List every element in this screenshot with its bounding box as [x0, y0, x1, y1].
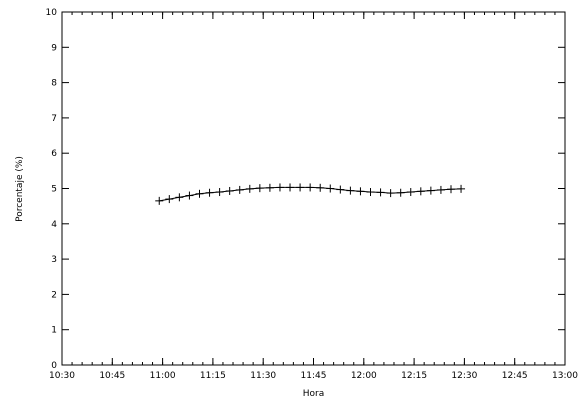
- data-point: [245, 184, 254, 193]
- data-point: [275, 183, 284, 192]
- data-point: [457, 184, 466, 193]
- data-point: [426, 186, 435, 195]
- data-point: [255, 184, 264, 193]
- x-tick-label: 12:30: [451, 371, 477, 381]
- data-point: [306, 183, 315, 192]
- data-point: [296, 183, 305, 192]
- data-point: [265, 183, 274, 192]
- x-axis-label: Hora: [303, 389, 325, 399]
- data-point: [336, 185, 345, 194]
- data-point: [326, 184, 335, 193]
- data-point: [155, 196, 164, 205]
- x-tick-label: 13:00: [552, 371, 578, 381]
- y-tick-label: 2: [51, 290, 57, 300]
- data-point: [406, 188, 415, 197]
- x-tick-label: 11:30: [250, 371, 276, 381]
- x-tick-label: 11:15: [200, 371, 226, 381]
- data-point: [235, 185, 244, 194]
- data-point: [366, 188, 375, 197]
- x-tick-label: 10:45: [99, 371, 125, 381]
- x-tick-label: 11:00: [150, 371, 176, 381]
- data-point: [175, 193, 184, 202]
- x-tick-label: 11:45: [301, 371, 327, 381]
- y-tick-label: 7: [51, 114, 57, 124]
- data-point: [446, 185, 455, 194]
- y-tick-label: 8: [51, 79, 57, 89]
- y-tick-label: 9: [51, 43, 57, 53]
- y-tick-label: 6: [51, 149, 57, 159]
- data-point: [316, 183, 325, 192]
- data-point: [286, 183, 295, 192]
- data-point: [356, 187, 365, 196]
- y-tick-label: 4: [51, 220, 57, 230]
- data-point: [396, 188, 405, 197]
- series-layer: [155, 183, 466, 205]
- x-tick-label: 12:45: [502, 371, 528, 381]
- x-tick-label: 12:00: [351, 371, 377, 381]
- data-point: [386, 189, 395, 198]
- y-tick-label: 10: [46, 8, 58, 18]
- y-tick-label: 3: [51, 255, 57, 265]
- data-point: [195, 189, 204, 198]
- data-point: [185, 191, 194, 200]
- data-point: [165, 195, 174, 204]
- y-tick-label: 0: [51, 361, 57, 371]
- data-point: [215, 188, 224, 197]
- y-axis-label: Porcentaje (%): [15, 156, 25, 222]
- data-point: [346, 186, 355, 195]
- y-tick-label: 1: [51, 326, 57, 336]
- y-tick-label: 5: [51, 185, 57, 195]
- data-point: [205, 188, 214, 197]
- data-point: [225, 186, 234, 195]
- x-tick-label: 12:15: [401, 371, 427, 381]
- x-tick-label: 10:30: [49, 371, 75, 381]
- data-point: [416, 187, 425, 196]
- ticks-layer: 10:30 10:45 11:00 11:15 11:30 11:45 12:00 12:15…: [46, 8, 579, 381]
- plot-area: [61, 11, 566, 366]
- data-point: [436, 185, 445, 194]
- data-point: [376, 188, 385, 197]
